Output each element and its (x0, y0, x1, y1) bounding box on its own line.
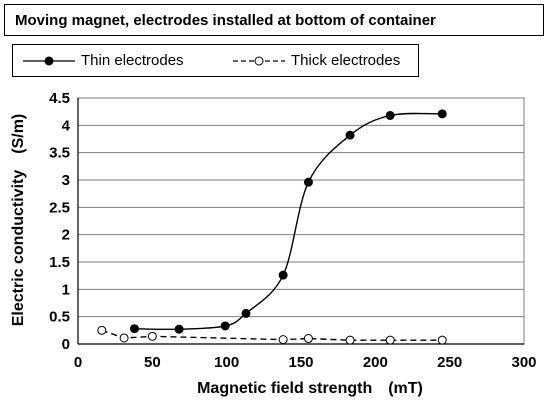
series-line-thin (134, 112, 443, 331)
y-tick-label: 0 (62, 336, 70, 353)
legend: Thin electrodes Thick electrodes (12, 44, 419, 77)
series-line-thick (101, 329, 443, 341)
series-layer (97, 109, 447, 345)
x-tick-label: 200 (363, 354, 388, 371)
x-tick-label: 100 (214, 354, 239, 371)
data-point-thin (385, 110, 395, 120)
data-point-thick (147, 331, 157, 341)
y-tick-label: 0.5 (49, 309, 70, 326)
y-axis-label: Electric conductivity (S/m) (10, 114, 27, 327)
data-point-thin (303, 177, 313, 187)
x-tick-label: 150 (288, 354, 313, 371)
x-axis-label: Magnetic field strength (mT) (197, 380, 423, 397)
y-tick-label: 2.5 (49, 199, 70, 216)
data-point-thick (278, 335, 288, 345)
data-point-thin (241, 308, 251, 318)
data-point-thick (345, 335, 355, 345)
legend-label-thick: Thick electrodes (291, 52, 401, 69)
legend-label-thin: Thin electrodes (81, 52, 184, 69)
data-point-thick (303, 334, 313, 344)
chart-title: Moving magnet, electrodes installed at b… (4, 4, 544, 36)
x-tick-label: 300 (511, 354, 536, 371)
tick-labels: 0 0.5 1 1.5 2 2.5 3 3.5 4 4.5 0 50 100 150 200 250 300 (49, 90, 536, 371)
chart-title-text: Moving magnet, electrodes installed at b… (15, 11, 436, 29)
y-tick-label: 3.5 (49, 145, 70, 162)
data-point-thin (220, 321, 230, 331)
legend-item-thin: Thin electrodes (21, 45, 184, 76)
x-tick-label: 50 (144, 354, 161, 371)
data-point-thin (345, 130, 355, 140)
y-tick-label: 4 (62, 117, 71, 134)
y-tick-label: 3 (62, 172, 70, 189)
x-tick-label: 250 (437, 354, 462, 371)
axes (77, 97, 525, 345)
x-tick-label: 0 (74, 354, 82, 371)
plot-frame (77, 97, 525, 345)
data-point-thick (97, 325, 107, 335)
legend-swatch-thick (233, 56, 285, 65)
data-point-thin (174, 324, 184, 334)
legend-swatch-thin (23, 56, 75, 65)
y-tick-label: 4.5 (49, 90, 70, 107)
data-point-thin (278, 270, 288, 280)
data-point-thick (119, 333, 129, 343)
data-point-thin (437, 109, 447, 119)
y-tick-label: 1 (62, 281, 70, 298)
data-point-thin (129, 324, 139, 334)
legend-item-thick: Thick electrodes (231, 45, 400, 76)
y-tick-label: 1.5 (49, 254, 70, 271)
data-point-thick (385, 335, 395, 345)
data-point-thick (437, 335, 447, 345)
y-tick-label: 2 (62, 227, 70, 244)
